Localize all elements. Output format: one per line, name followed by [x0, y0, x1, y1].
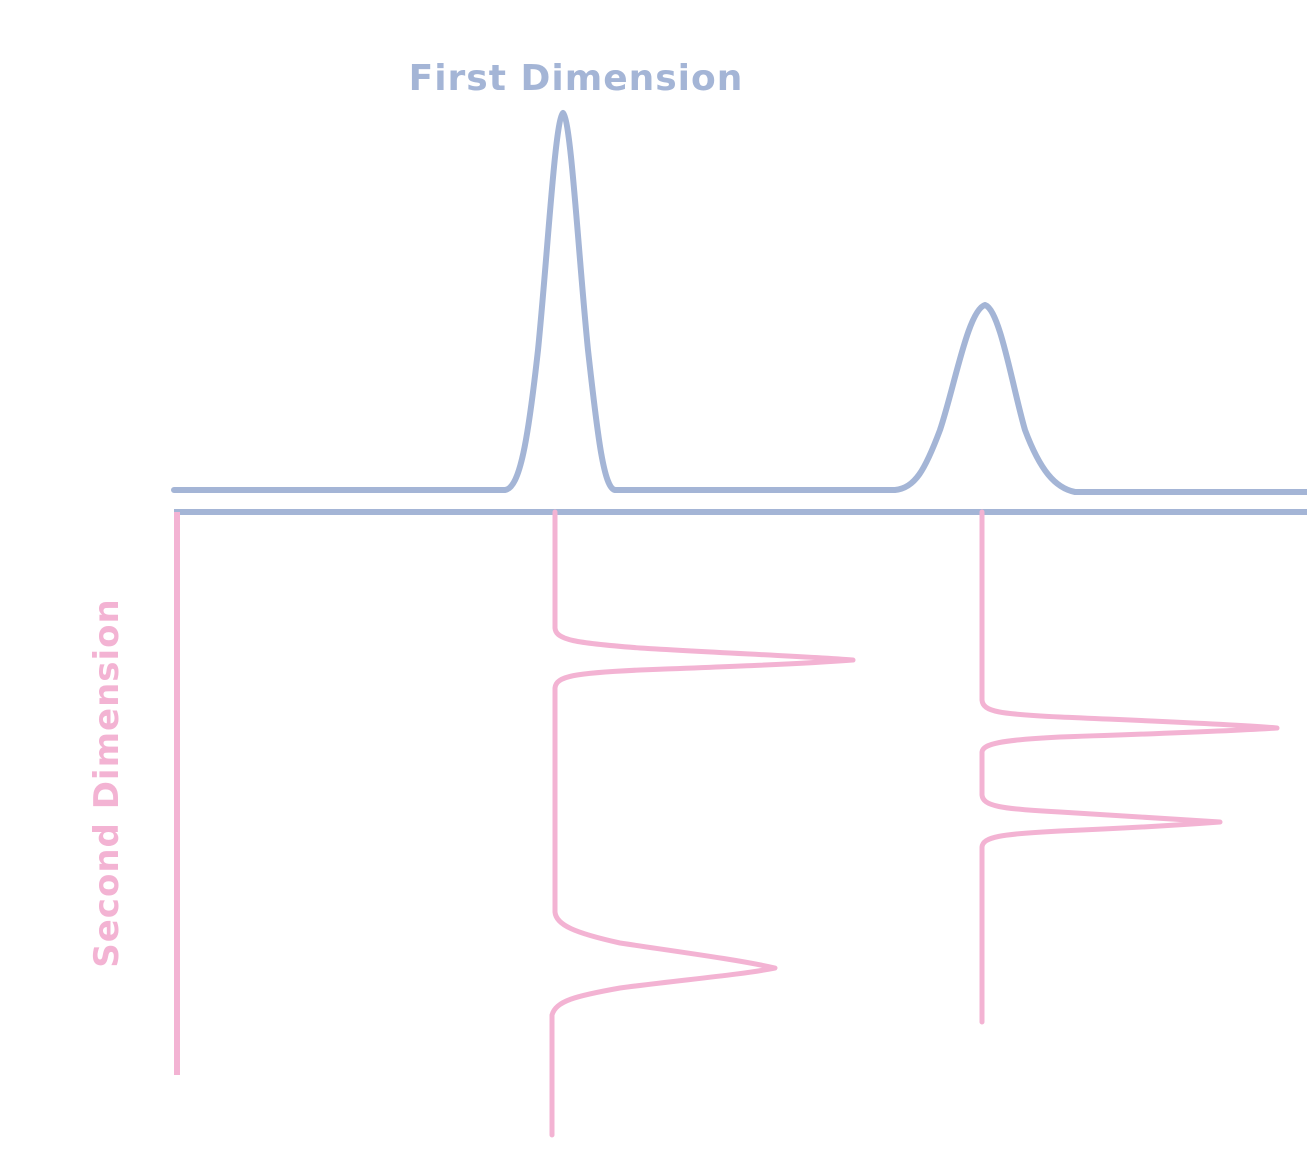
second-dimension-title: Second Dimension	[87, 598, 127, 967]
second-dimension-trace-peak-2	[979, 509, 1280, 1025]
first-dimension-trace	[171, 110, 1307, 495]
second-dimension-trace-peak-1	[549, 509, 856, 1138]
first-dimension-title: First Dimension	[409, 58, 744, 99]
